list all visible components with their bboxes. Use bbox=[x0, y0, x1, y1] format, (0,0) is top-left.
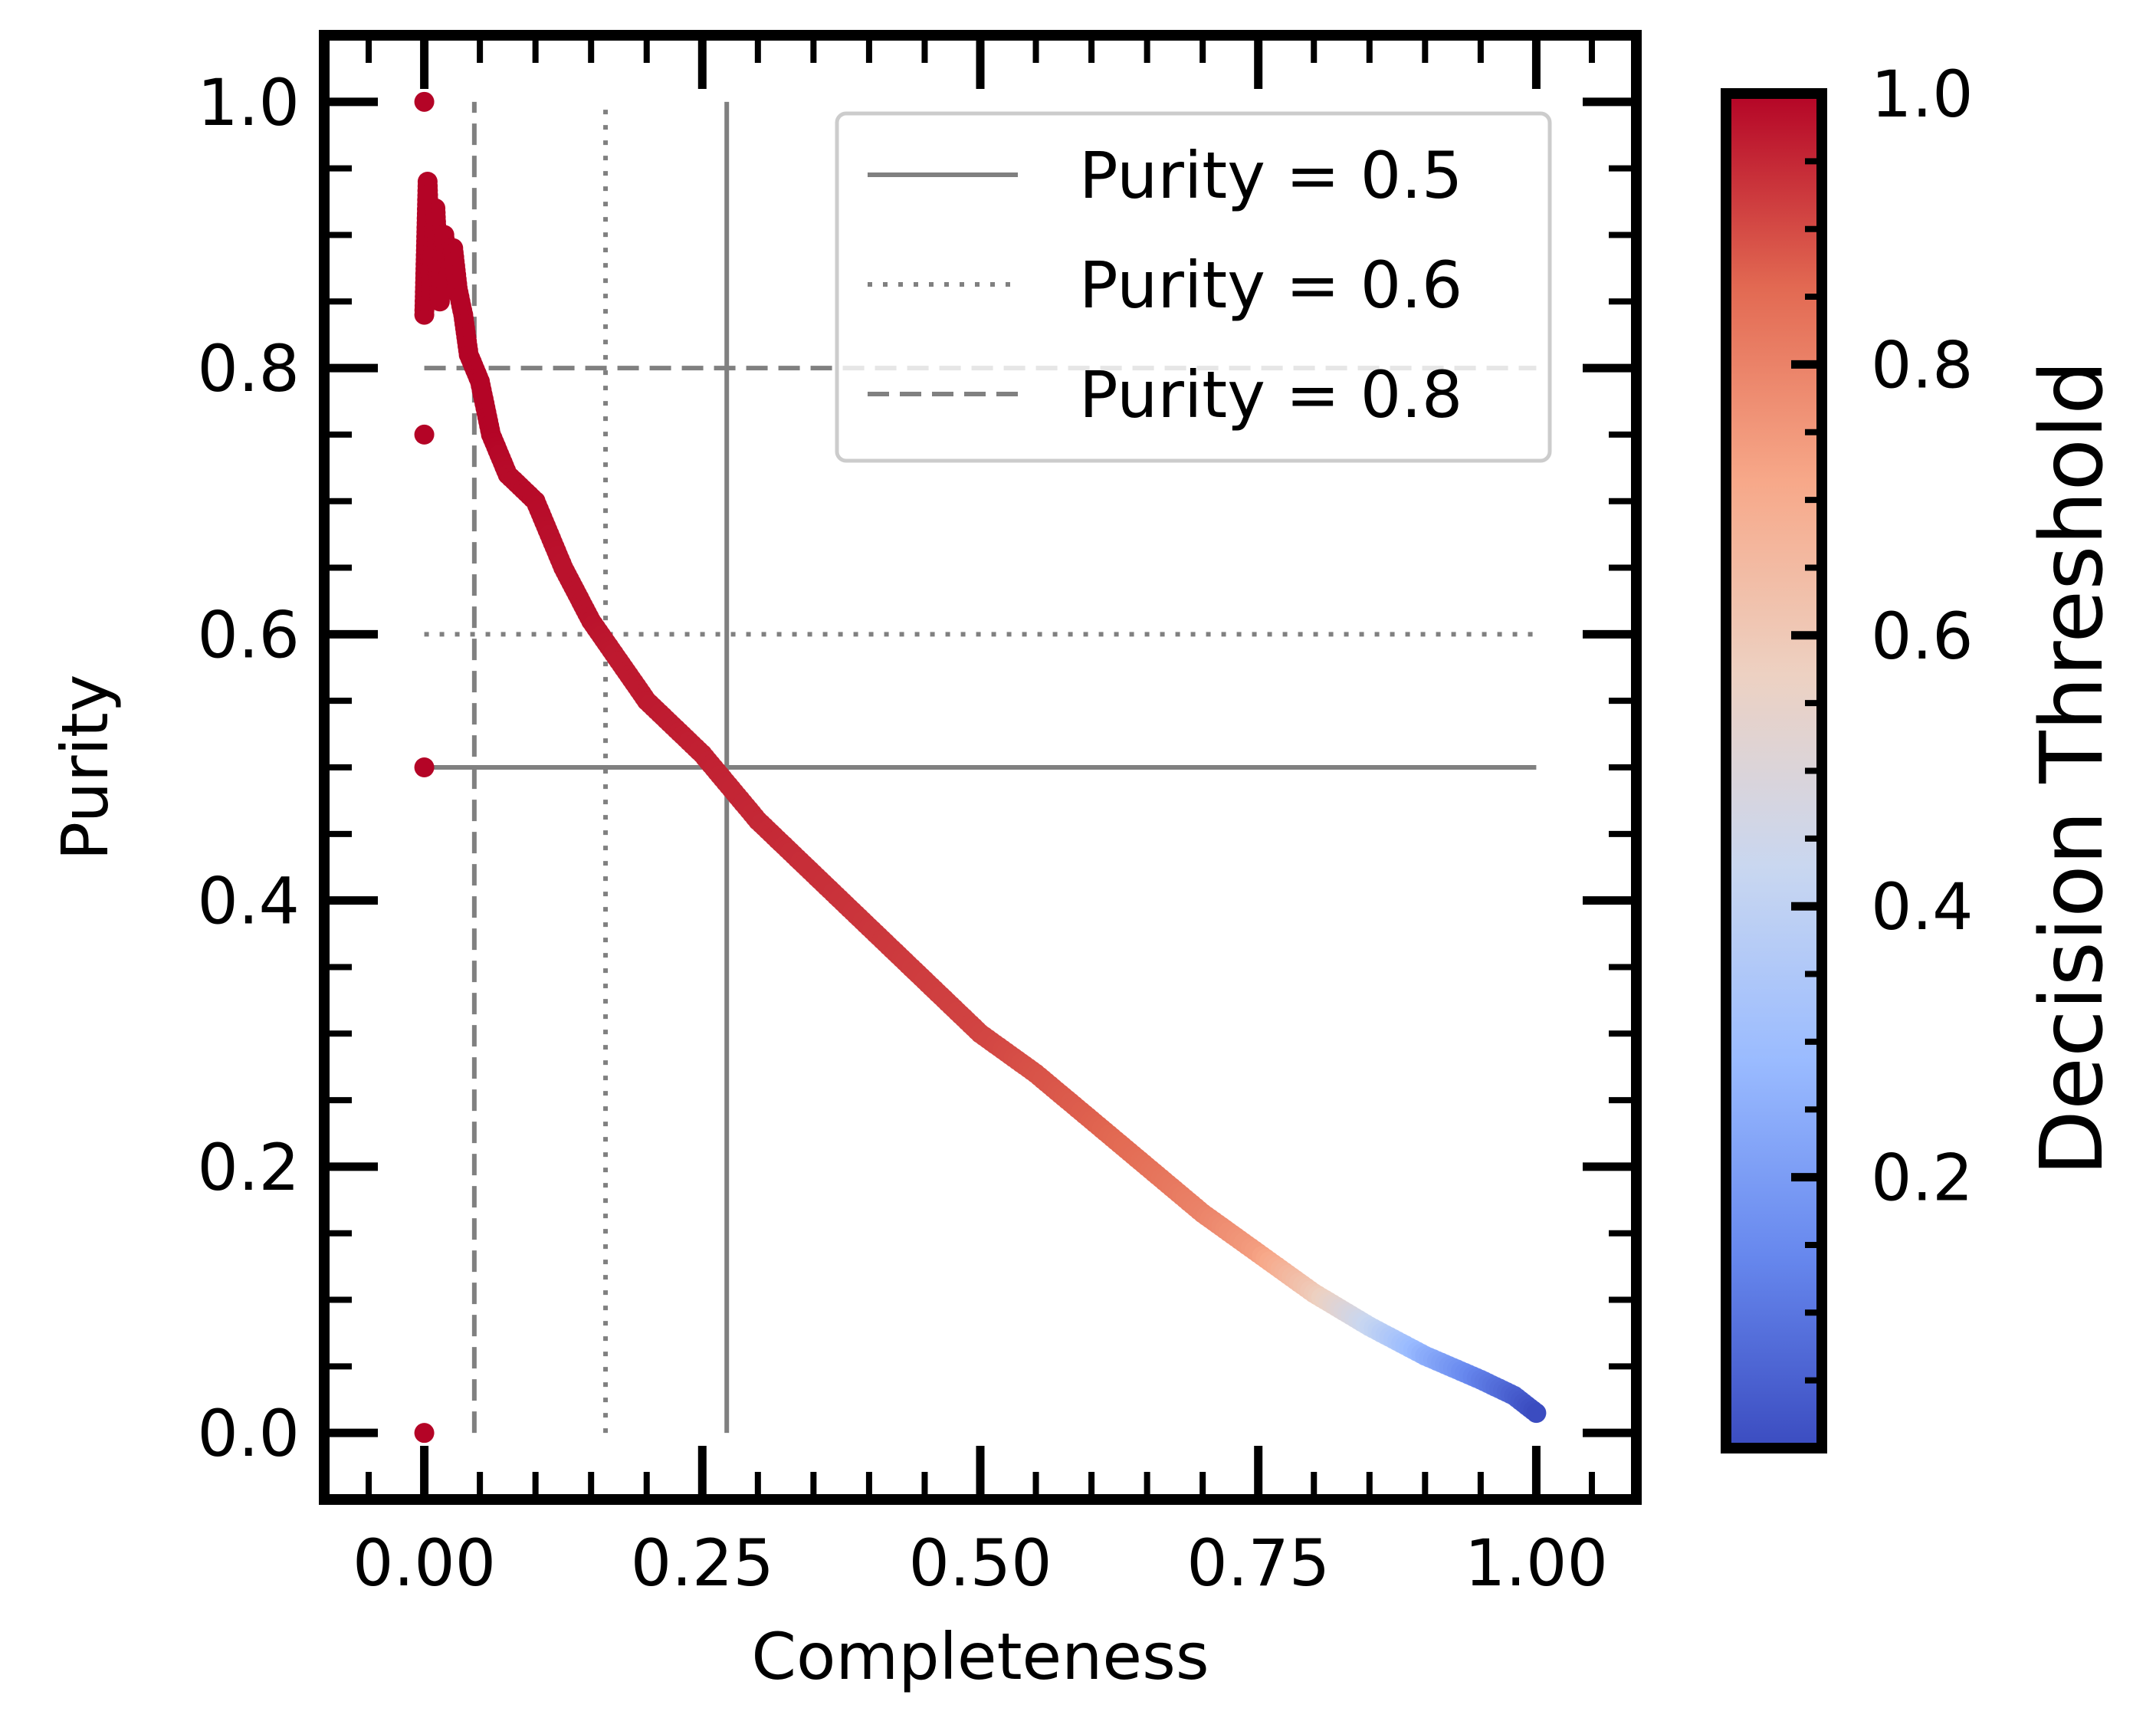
colorbar: 0.2 0.4 0.6 0.8 1.0 bbox=[1721, 57, 1974, 1453]
y-axis-ticks: 0.0 0.2 0.4 0.6 0.8 1.0 bbox=[197, 32, 1636, 1503]
legend-box bbox=[835, 111, 1552, 463]
y-axis-title: Purity bbox=[48, 675, 123, 861]
legend-label: Purity = 0.6 bbox=[1079, 248, 1462, 323]
data-point bbox=[414, 424, 435, 445]
data-point bbox=[414, 91, 435, 112]
legend: Purity = 0.5 Purity = 0.6 Purity = 0.8 bbox=[835, 111, 1552, 463]
legend-label: Purity = 0.5 bbox=[1079, 138, 1462, 213]
x-tick-label: 0.75 bbox=[1186, 1526, 1330, 1601]
colorbar-tick-label: 0.2 bbox=[1871, 1141, 1974, 1216]
x-tick-label: 1.00 bbox=[1465, 1526, 1608, 1601]
y-tick-label: 0.8 bbox=[197, 331, 300, 406]
y-tick-label: 0.6 bbox=[197, 597, 300, 672]
colorbar-tick-label: 0.4 bbox=[1871, 869, 1974, 944]
colorbar-tick-label: 0.8 bbox=[1871, 327, 1974, 402]
y-tick-label: 0.4 bbox=[197, 864, 300, 939]
x-axis-ticks: 0.00 0.25 0.50 0.75 1.00 bbox=[353, 35, 1608, 1601]
data-point bbox=[414, 1423, 435, 1444]
data-point bbox=[1526, 1403, 1547, 1424]
y-tick-label: 1.0 bbox=[197, 65, 300, 140]
y-tick-label: 0.0 bbox=[197, 1396, 300, 1471]
colorbar-title: Decision Threshold bbox=[2023, 360, 2122, 1176]
x-tick-label: 0.25 bbox=[631, 1526, 774, 1601]
y-tick-label: 0.2 bbox=[197, 1130, 300, 1205]
colorbar-tick-label: 0.6 bbox=[1871, 599, 1974, 674]
legend-label: Purity = 0.8 bbox=[1079, 357, 1462, 432]
data-points bbox=[414, 91, 1547, 1444]
data-point bbox=[414, 757, 435, 777]
x-tick-label: 0.50 bbox=[908, 1526, 1052, 1601]
x-tick-label: 0.00 bbox=[353, 1526, 496, 1601]
colorbar-tick-label: 1.0 bbox=[1871, 57, 1974, 132]
x-axis-title: Completeness bbox=[751, 1619, 1209, 1694]
